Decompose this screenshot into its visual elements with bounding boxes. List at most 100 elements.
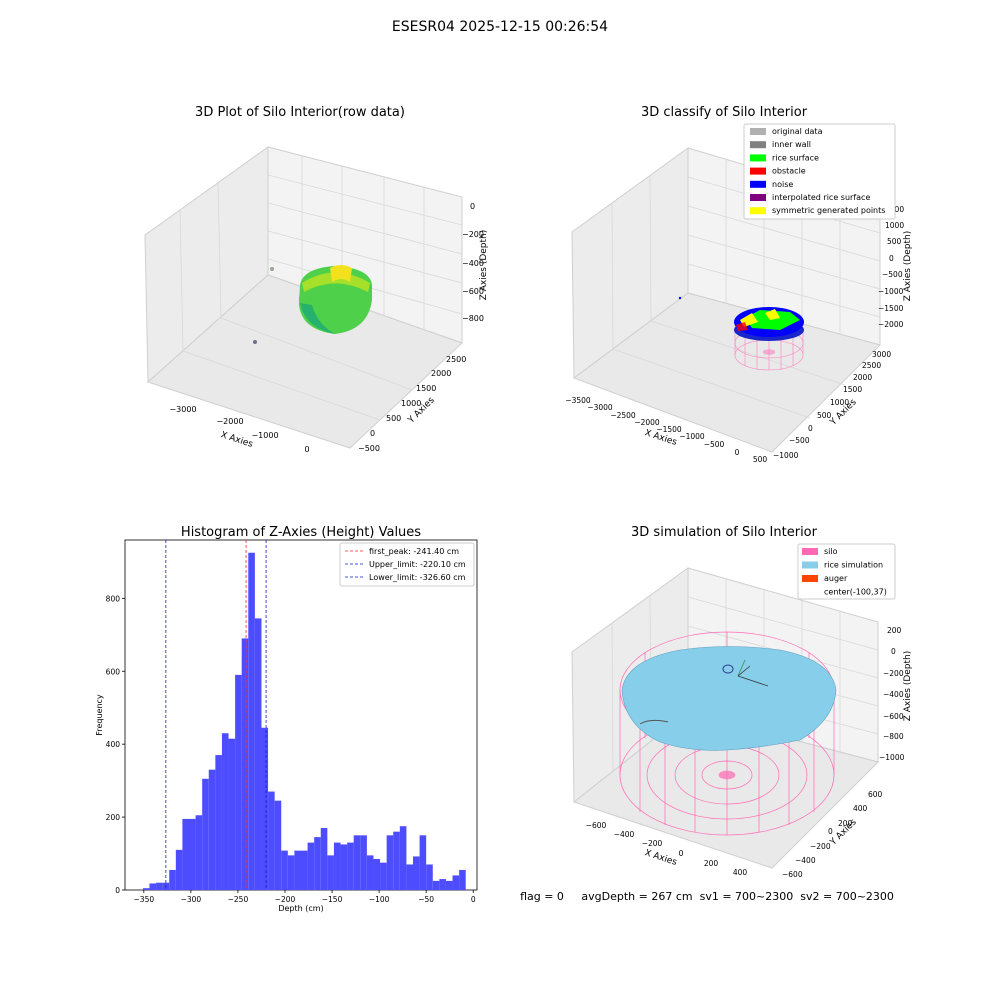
histogram-bar [452, 875, 460, 890]
classify-y-tick: 1000 [830, 398, 849, 407]
classify-y-tick: 2500 [862, 361, 881, 370]
histogram-bar [373, 859, 381, 890]
raw-y-ticks: −500 0 500 1000 1500 2000 2500 [358, 355, 466, 453]
classify-x-tick: −1000 [679, 432, 705, 441]
simulation-3d-panel: 3D simulation of Silo Interior [571, 525, 913, 879]
histogram-bar [274, 800, 282, 890]
histogram-y-tick-label: 200 [106, 813, 121, 822]
histogram-bar [380, 862, 387, 890]
classify-x-tick: −2500 [610, 411, 636, 420]
raw-floor-pane [147, 274, 463, 449]
simulation-x-tick: −200 [642, 839, 663, 848]
histogram-legend-label: Upper_limit: -220.10 cm [369, 560, 466, 569]
histogram-y-tick-label: 600 [106, 667, 121, 676]
histogram-bar [228, 738, 236, 890]
raw-x-tick: −1000 [251, 431, 278, 440]
simulation-x-tick: 0 [679, 849, 684, 858]
raw-z-label: Z Axies (Depth) [479, 230, 489, 301]
classify-y-tick: 0 [808, 424, 813, 433]
classify-y-tick: 500 [817, 411, 832, 420]
histogram-legend-box [339, 542, 475, 587]
histogram-bar [347, 842, 354, 890]
raw-y-tick: 0 [370, 429, 375, 438]
classify-x-tick: −3000 [587, 403, 613, 412]
classify-legend-swatch [750, 141, 766, 149]
histogram-bar [386, 835, 394, 890]
raw-z-tick: −600 [462, 287, 484, 296]
simulation-x-label: X Axies [643, 848, 678, 868]
histogram-bar [413, 856, 420, 890]
histogram-bars [142, 552, 466, 890]
histogram-bar [149, 883, 157, 890]
histogram-bar [320, 828, 328, 890]
histogram-y-ticks: 0 200 400 600 800 [106, 594, 125, 895]
histogram-bar [445, 880, 453, 890]
raw-y-tick: 1500 [416, 384, 436, 393]
raw-y-tick: 2000 [431, 369, 451, 378]
simulation-x-tick: 200 [704, 859, 719, 868]
raw-z-tick: −800 [462, 314, 484, 323]
simulation-panel-title: 3D simulation of Silo Interior [631, 525, 818, 540]
histogram-bar [406, 864, 413, 890]
histogram-bar [314, 837, 321, 890]
status-line: flag = 0 avgDepth = 267 cm sv1 = 700~230… [520, 890, 894, 903]
classify-legend-box [743, 123, 896, 220]
raw-x-tick: 0 [304, 445, 309, 454]
raw-3d-panel: 3D Plot of Silo Interior(row data) −3000… [144, 105, 489, 454]
simulation-legend-label: auger [824, 574, 848, 583]
classify-3d-panel: 3D classify of Silo Interior [565, 105, 913, 464]
histogram-bar [215, 755, 222, 890]
raw-z-tick: 0 [470, 202, 475, 211]
classify-z-tick: −500 [882, 270, 903, 279]
classify-z-tick: −1000 [878, 287, 904, 296]
raw-point-cloud [253, 265, 372, 344]
simulation-legend-swatch [802, 548, 818, 555]
histogram-x-tick-label: −150 [322, 895, 343, 904]
raw-z-tick: −200 [462, 230, 484, 239]
histogram-x-tick-label: −200 [275, 895, 296, 904]
histogram-bar [294, 850, 301, 890]
histogram-x-tick-label: 0 [471, 895, 476, 904]
raw-x-tick: −3000 [169, 405, 196, 414]
simulation-legend-box [797, 543, 896, 600]
histogram-bar [301, 850, 308, 890]
classify-y-tick: 1500 [843, 385, 862, 394]
classify-legend-label: interpolated rice surface [772, 193, 870, 202]
classify-z-tick: 500 [887, 237, 902, 246]
classify-y-tick: 3000 [872, 350, 891, 359]
histogram-bar [439, 879, 446, 890]
simulation-legend: silo rice simulation auger center(-100,37) [797, 543, 896, 600]
classify-legend-label: original data [772, 127, 823, 136]
classify-z-tick: 1000 [885, 221, 904, 230]
simulation-z-label: Z Axies (Depth) [903, 651, 913, 722]
classify-x-tick: −1500 [656, 425, 682, 434]
classify-legend-swatch [750, 180, 766, 188]
histogram-bar [327, 855, 334, 890]
histogram-x-tick-label: −50 [418, 895, 434, 904]
simulation-floor-pane [572, 711, 879, 869]
simulation-z-tick: −1000 [879, 753, 905, 762]
classify-z-tick: −2000 [878, 320, 904, 329]
raw-y-tick: 1000 [401, 399, 421, 408]
classify-y-tick: −1000 [773, 451, 799, 460]
histogram-bar [175, 849, 183, 890]
classify-floor-pane [572, 292, 881, 453]
classify-legend-label: obstacle [772, 167, 806, 176]
classify-z-label: Z Axies (Depth) [903, 231, 913, 302]
histogram-bar [261, 727, 269, 890]
classify-legend-swatch [750, 128, 766, 135]
classify-x-tick: 0 [735, 448, 740, 457]
histogram-bar [202, 778, 209, 890]
simulation-legend-label: rice simulation [824, 561, 883, 570]
histogram-bar [393, 831, 400, 890]
raw-y-tick: 2500 [446, 355, 466, 364]
classify-legend-label: rice surface [772, 153, 819, 162]
raw-y-tick: 500 [386, 414, 401, 423]
simulation-y-tick: 600 [868, 790, 883, 799]
simulation-z-tick: −800 [883, 732, 904, 741]
raw-y-tick: −500 [358, 444, 380, 453]
histogram-bar [248, 552, 255, 890]
histogram-bar [281, 850, 288, 890]
histogram-bar [208, 769, 216, 890]
